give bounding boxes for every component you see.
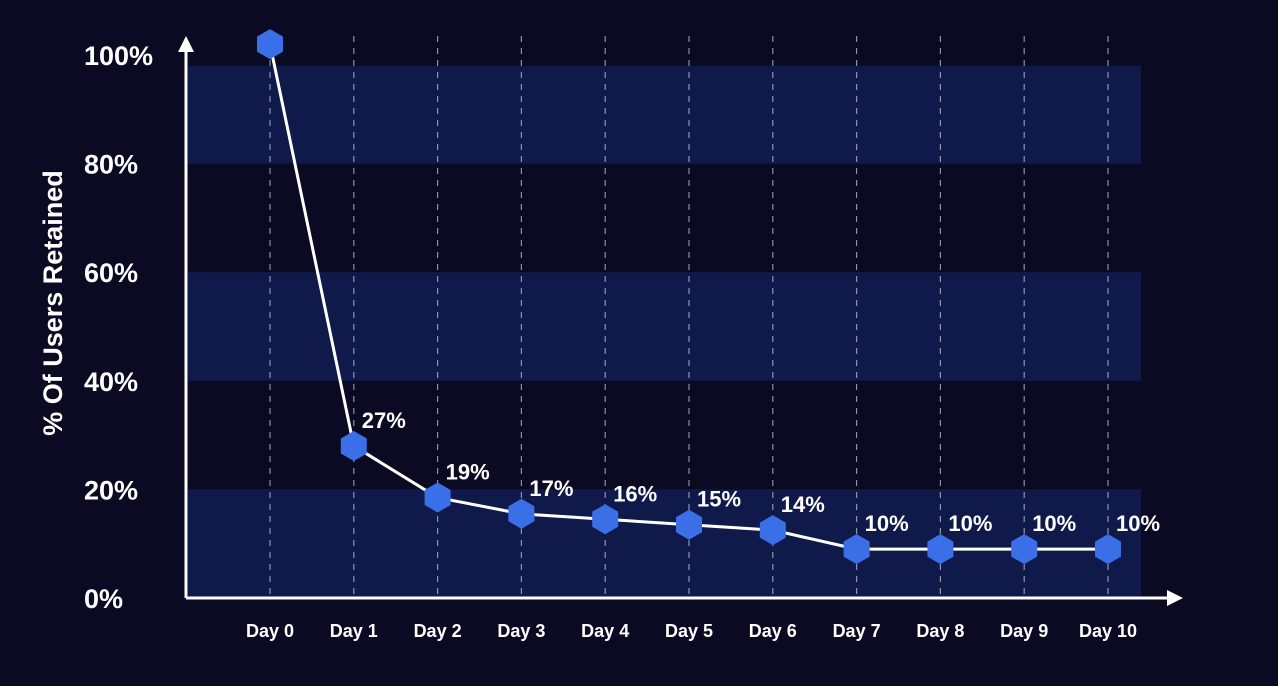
data-point [1011, 534, 1038, 565]
data-label: 15% [697, 487, 741, 512]
data-point [927, 534, 954, 565]
x-axis-arrow [1167, 590, 1183, 606]
y-tick-label: 40% [84, 367, 138, 397]
data-point [759, 515, 786, 546]
x-tick-label: Day 5 [665, 621, 713, 641]
x-tick-label: Day 0 [246, 621, 294, 641]
data-point [843, 534, 870, 565]
x-tick-labels: Day 0 Day 1 Day 2 Day 3 Day 4 Day 5 Day 6 Day 7… [246, 621, 1137, 641]
band-0 [188, 489, 1141, 598]
data-point [424, 482, 451, 513]
x-tick-label: Day 7 [833, 621, 881, 641]
data-point [676, 509, 702, 540]
data-label: 10% [948, 511, 992, 536]
data-point [340, 431, 367, 461]
data-label: 19% [446, 460, 490, 485]
data-label: 10% [865, 511, 909, 536]
data-label: 27% [362, 408, 406, 433]
background-bands [188, 65, 1141, 598]
data-points [257, 29, 1121, 565]
data-label: 10% [1116, 511, 1160, 536]
x-tick-label: Day 4 [581, 621, 629, 641]
data-point [257, 29, 283, 60]
data-label: 10% [1032, 511, 1076, 536]
band-1 [188, 272, 1141, 381]
y-tick-label: 60% [84, 258, 138, 288]
x-tick-label: Day 3 [497, 621, 545, 641]
x-tick-label: Day 2 [414, 621, 462, 641]
y-tick-labels: 0% 20% 40% 60% 80% 100% [84, 41, 153, 614]
data-label: 14% [781, 492, 825, 517]
y-tick-label: 80% [84, 150, 138, 180]
y-axis-arrow [178, 36, 194, 52]
data-point [508, 498, 535, 529]
x-tick-label: Day 9 [1000, 621, 1048, 641]
axes [178, 36, 1183, 606]
x-tick-label: Day 1 [330, 621, 378, 641]
x-tick-label: Day 10 [1079, 621, 1137, 641]
x-tick-label: Day 8 [916, 621, 964, 641]
data-point [1095, 534, 1121, 565]
data-label: 17% [529, 476, 573, 501]
x-tick-label: Day 6 [749, 621, 797, 641]
data-point [592, 504, 619, 535]
data-label: 16% [613, 481, 657, 506]
y-axis-label: % Of Users Retained [38, 170, 68, 436]
y-tick-label: 0% [84, 584, 123, 614]
y-tick-label: 100% [84, 41, 153, 71]
vertical-gridlines [269, 36, 1109, 596]
data-labels: 27% 19% 17% 16% 15% 14% 10% 10% 10% 10% [362, 408, 1160, 536]
band-2 [188, 65, 1141, 164]
y-tick-label: 20% [84, 475, 138, 505]
